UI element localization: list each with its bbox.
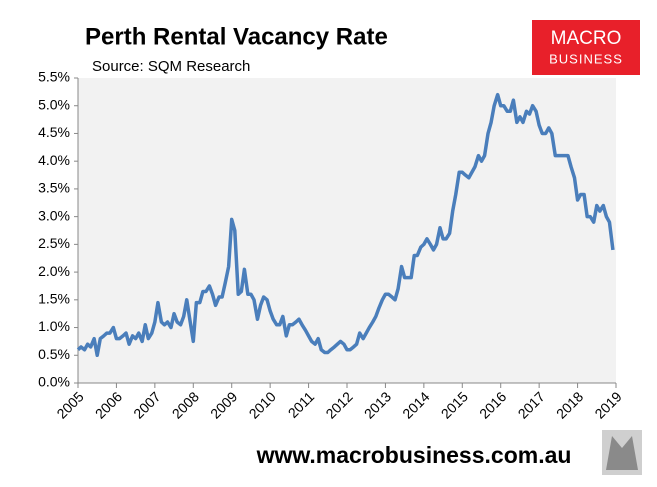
x-tick-label: 2016 [476,388,509,421]
y-tick-label: 2.5% [38,235,70,251]
chart-subtitle: Source: SQM Research [92,58,250,75]
y-tick-label: 0.0% [38,374,70,390]
y-tick-label: 4.5% [38,124,70,140]
x-tick-label: 2008 [169,388,202,421]
logo-box [532,20,640,75]
logo-icon [602,430,642,475]
y-tick-label: 2.0% [38,263,70,279]
y-tick-label: 3.0% [38,207,70,223]
footer: www.macrobusiness.com.au [256,442,572,468]
x-tick-label: 2013 [361,388,394,421]
y-tick-label: 3.5% [38,180,70,196]
x-tick-label: 2010 [246,388,279,421]
x-tick-label: 2011 [285,388,318,421]
chart-title: Perth Rental Vacancy Rate [85,23,388,50]
y-tick-label: 4.0% [38,152,70,168]
x-tick-label: 2009 [207,388,240,421]
y-tick-label: 1.5% [38,291,70,307]
x-tick-label: 2007 [130,388,163,421]
x-tick-label: 2014 [399,388,432,421]
x-tick-label: 2006 [92,388,125,421]
y-tick-label: 1.0% [38,318,70,334]
logo-text: MACRO [551,28,622,49]
y-tick-label: 5.0% [38,96,70,112]
x-tick-label: 2012 [322,388,355,421]
y-tick-label: 5.5% [38,69,70,85]
x-tick-label: 2005 [53,388,86,421]
x-tick-label: 2017 [515,388,548,421]
x-tick-label: 2015 [438,388,471,421]
plot-area [78,78,616,383]
logo-text: BUSINESS [549,51,623,66]
y-tick-label: 0.5% [38,346,70,362]
x-tick-label: 2018 [553,388,586,421]
data-line [76,92,615,358]
x-tick-label: 2019 [591,388,624,421]
